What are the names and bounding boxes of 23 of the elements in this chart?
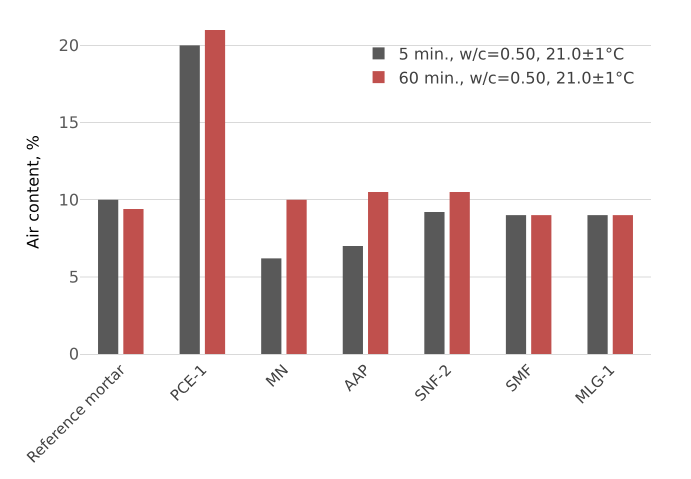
y-tick-label: 10 (58, 190, 79, 210)
bar (180, 45, 200, 354)
y-tick-label: 0 (68, 344, 79, 364)
bar (506, 215, 526, 354)
bar (342, 246, 363, 354)
bar (204, 30, 226, 354)
y-tick-label: 20 (58, 36, 79, 56)
bar (98, 200, 118, 354)
bar (123, 208, 144, 354)
bar (261, 258, 282, 354)
legend-label: 60 min., w/c=0.50, 21.0±1°C (398, 68, 634, 88)
bar (587, 215, 608, 354)
bar (612, 215, 633, 354)
y-tick-label: 15 (58, 113, 79, 132)
x-tick-label: MN (262, 360, 292, 391)
bar (368, 192, 388, 354)
bar (531, 215, 552, 354)
legend-label: 5 min., w/c=0.50, 21.0±1°C (398, 44, 624, 64)
y-axis-title: Air content, % (24, 135, 43, 249)
bar (450, 192, 470, 354)
bar (286, 200, 307, 354)
y-tick-label: 5 (68, 267, 79, 286)
bar (424, 212, 445, 354)
